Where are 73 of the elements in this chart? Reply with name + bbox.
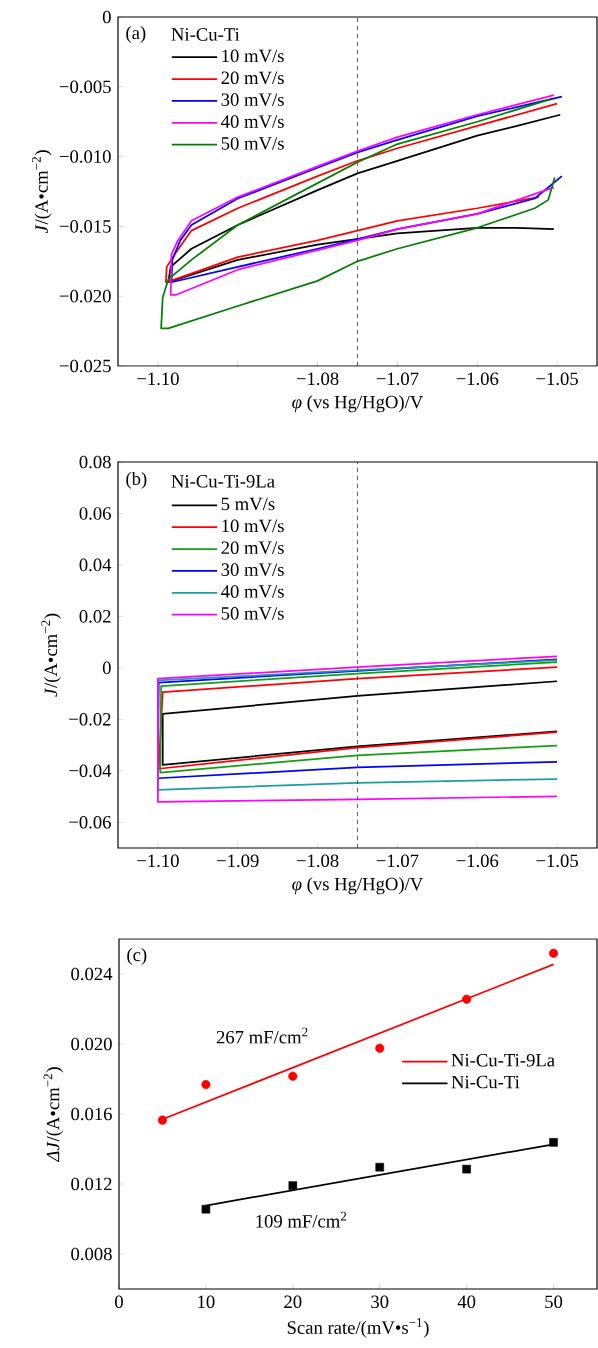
x-tick-label: 50 (545, 1295, 563, 1309)
y-tick-label: 0.06 (79, 507, 111, 520)
legend-label: 50 mV/s (221, 137, 284, 150)
point (201, 1080, 211, 1090)
y-tick-label: 0.020 (71, 1037, 112, 1051)
legend-title: Ni-Cu-Ti-9La (171, 475, 275, 488)
legend-label: 20 mV/s (221, 541, 284, 555)
x-axis-title: Scan rate/(mV•s$^{−1}$) (287, 1318, 429, 1338)
annotation: 267 mF/cm$^{2}$ (216, 1027, 308, 1044)
y-tick-label: −0.005 (59, 80, 111, 94)
y-tick-label: −0.06 (69, 815, 111, 829)
point (375, 1043, 385, 1053)
x-tick-label: −1.08 (296, 372, 339, 386)
point (201, 1204, 211, 1214)
y-tick-label: −0.04 (69, 764, 112, 778)
y-tick-label: −0.02 (69, 712, 111, 726)
x-tick-label: −1.10 (137, 372, 179, 386)
x-tick-label: −1.06 (456, 854, 499, 868)
x-tick-label: −1.10 (137, 854, 179, 868)
y-tick-label: 0.012 (71, 1177, 112, 1191)
y-tick-label: −0.025 (59, 359, 111, 373)
legend-title: Ni-Cu-Ti (171, 28, 240, 41)
legend-label: 40 mV/s (221, 115, 284, 128)
y-tick-label: 0.008 (71, 1247, 112, 1261)
x-tick-label: 30 (371, 1295, 389, 1309)
x-tick-label: 0 (115, 1295, 123, 1309)
y-tick-label: 0 (102, 10, 111, 24)
legend-label: Ni-Cu-Ti (451, 1075, 520, 1089)
line-series (161, 680, 558, 766)
x-tick-label: −1.07 (376, 372, 419, 386)
y-tick-label: −0.020 (59, 289, 111, 303)
annotation: (a) (126, 25, 146, 43)
annotation: (b) (126, 471, 147, 489)
x-tick-label: −1.09 (217, 854, 259, 868)
point (462, 1164, 471, 1174)
y-axis-title: J/(A•cm$^{−2}$) (32, 150, 52, 234)
legend-label: 10 mV/s (222, 519, 284, 533)
y-tick-label: −0.010 (59, 150, 111, 163)
x-tick-label: 40 (457, 1295, 476, 1309)
y-tick-label: 0.04 (79, 558, 112, 572)
x-tick-label: 20 (284, 1295, 302, 1309)
y-tick-label: 0.02 (79, 610, 111, 623)
legend-label: 20 mV/s (221, 71, 284, 85)
x-tick-label: −1.05 (536, 854, 578, 868)
point (157, 1115, 167, 1125)
y-tick-label: 0.08 (79, 455, 111, 469)
x-tick-label: −1.08 (296, 854, 339, 868)
annotation: (c) (127, 948, 147, 965)
x-axis-title: φ (vs Hg/HgO)/V (292, 395, 424, 413)
x-tick-label: −1.07 (376, 854, 419, 868)
legend-label: 10 mV/s (222, 49, 284, 63)
point (288, 1181, 298, 1190)
legend-label: 40 mV/s (221, 585, 284, 598)
x-tick-label: −1.05 (536, 372, 578, 386)
x-tick-label: −1.06 (456, 372, 499, 386)
legend-label: 5 mV/s (221, 497, 275, 511)
point (549, 1138, 558, 1147)
point (375, 1162, 384, 1172)
y-tick-label: 0.016 (71, 1107, 112, 1121)
legend-label: Ni-Cu-Ti-9La (451, 1053, 555, 1067)
y-axis-title: J/(A•cm$^{−2}$) (41, 613, 61, 697)
annotation: 109 mF/cm$^{2}$ (256, 1211, 347, 1228)
point (462, 994, 472, 1004)
x-tick-label: 10 (198, 1295, 215, 1309)
y-tick-label: −0.015 (59, 220, 111, 233)
legend-label: 50 mV/s (221, 607, 284, 620)
y-tick-label: 0 (102, 661, 111, 675)
point (288, 1071, 298, 1081)
legend-label: 30 mV/s (221, 93, 284, 107)
x-axis-title: φ (vs Hg/HgO)/V (292, 877, 424, 895)
y-tick-label: 0.024 (71, 967, 113, 981)
legend-label: 30 mV/s (221, 563, 284, 576)
point (549, 948, 559, 958)
